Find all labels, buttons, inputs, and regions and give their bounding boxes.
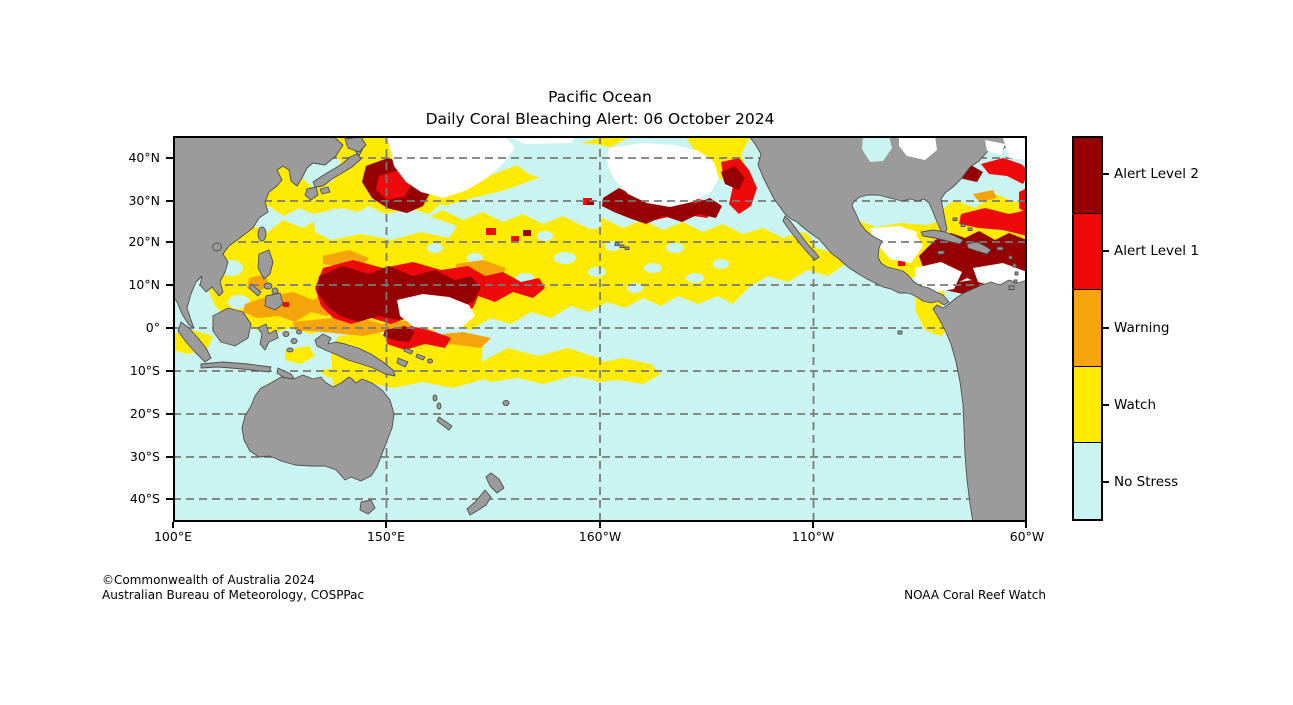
land-java	[200, 361, 272, 373]
xtick-mark	[385, 522, 387, 528]
land-mindanao	[264, 292, 284, 311]
xtick-110w: 110°W	[791, 529, 835, 544]
ytick-10n: 10°N	[128, 277, 160, 292]
land-nz-south	[466, 489, 492, 516]
land-new-guinea	[314, 333, 396, 377]
ytick-mark	[166, 370, 173, 372]
land-fiji	[502, 400, 510, 406]
land-nz-north	[485, 472, 505, 494]
ytick-mark	[166, 413, 173, 415]
legend-swatch-no-stress	[1074, 442, 1101, 519]
land-australia	[241, 374, 395, 482]
ytick-40s: 40°S	[129, 491, 160, 506]
land-cuba	[920, 229, 964, 245]
land-sulawesi	[257, 323, 279, 351]
ytick-0: 0°	[145, 320, 160, 335]
pacific-bleaching-map	[172, 135, 1030, 523]
page-title: Pacific Ocean Daily Coral Bleaching Aler…	[173, 87, 1027, 130]
legend-label-no-stress: No Stress	[1114, 474, 1179, 490]
xtick-mark	[812, 522, 814, 528]
land-hispaniola	[966, 241, 992, 255]
legend-tick	[1103, 404, 1109, 406]
ytick-40n: 40°N	[128, 150, 160, 165]
page-title-line1: Pacific Ocean	[548, 88, 652, 106]
xtick-100e: 100°E	[153, 529, 192, 544]
land-solomons	[403, 347, 414, 355]
land-sumatra	[177, 321, 212, 363]
land-kyushu	[304, 186, 319, 201]
xtick-160w: 160°W	[578, 529, 622, 544]
legend-label-warning: Warning	[1114, 320, 1170, 336]
land-taiwan	[257, 226, 267, 242]
land-south-america	[932, 279, 1028, 523]
ytick-mark	[166, 241, 173, 243]
copyright-line1: ©Commonwealth of Australia 2024	[102, 573, 315, 587]
ytick-mark	[166, 327, 173, 329]
land-galapagos	[897, 330, 903, 335]
ytick-mark	[166, 284, 173, 286]
legend-swatch-warning	[1074, 290, 1101, 367]
legend-label-watch: Watch	[1114, 397, 1157, 413]
land-north-america	[748, 135, 1028, 306]
land-puerto-rico	[996, 246, 1004, 251]
land-layer	[172, 135, 1028, 523]
land-luzon	[257, 249, 274, 280]
xtick-mark	[172, 522, 174, 528]
xtick-mark	[599, 522, 601, 528]
page-title-line2: Daily Coral Bleaching Alert: 06 October …	[425, 109, 775, 128]
no-data-layer	[387, 136, 1027, 330]
legend-tick	[1103, 481, 1109, 483]
land-new-britain	[396, 357, 409, 368]
land-shikoku	[319, 186, 331, 195]
ytick-30n: 30°N	[128, 193, 160, 208]
legend-tick	[1103, 327, 1109, 329]
ytick-mark	[166, 157, 173, 159]
noaa-attribution: NOAA Coral Reef Watch	[904, 588, 1046, 602]
copyright-line2: Australian Bureau of Meteorology, COSPPa…	[102, 588, 365, 602]
legend-swatch-alert2	[1074, 138, 1101, 215]
land-baja-california	[782, 215, 820, 261]
legend-tick	[1103, 173, 1109, 175]
land-hawaii	[614, 242, 620, 246]
legend-swatch-watch	[1074, 366, 1101, 443]
legend-swatch-alert1	[1074, 214, 1101, 291]
land-trinidad	[1008, 285, 1015, 290]
xtick-60w: 60°W	[1009, 529, 1045, 544]
land-palawan	[248, 283, 262, 297]
map-canvas	[172, 135, 1030, 523]
legend-label-alert2: Alert Level 2	[1114, 166, 1199, 182]
legend-label-alert1: Alert Level 1	[1114, 243, 1199, 259]
copyright-attribution: ©Commonwealth of Australia 2024 Australi…	[102, 573, 364, 603]
xtick-mark	[1025, 522, 1027, 528]
ytick-mark	[166, 498, 173, 500]
ytick-20n: 20°N	[128, 234, 160, 249]
land-jamaica	[937, 250, 945, 255]
no-data-overlay	[862, 136, 1027, 162]
land-asia	[172, 135, 344, 329]
land-new-caledonia	[436, 416, 453, 431]
land-borneo	[212, 307, 252, 347]
ytick-20s: 20°S	[129, 406, 160, 421]
map-frame	[173, 136, 1027, 522]
ytick-10s: 10°S	[129, 363, 160, 378]
legend-tick	[1103, 250, 1109, 252]
ytick-30s: 30°S	[129, 449, 160, 464]
land-hainan	[212, 242, 222, 252]
xtick-150e: 150°E	[366, 529, 405, 544]
legend-colorbar	[1072, 136, 1103, 521]
ytick-mark	[166, 456, 173, 458]
land-tasmania	[359, 499, 376, 515]
ytick-mark	[166, 200, 173, 202]
